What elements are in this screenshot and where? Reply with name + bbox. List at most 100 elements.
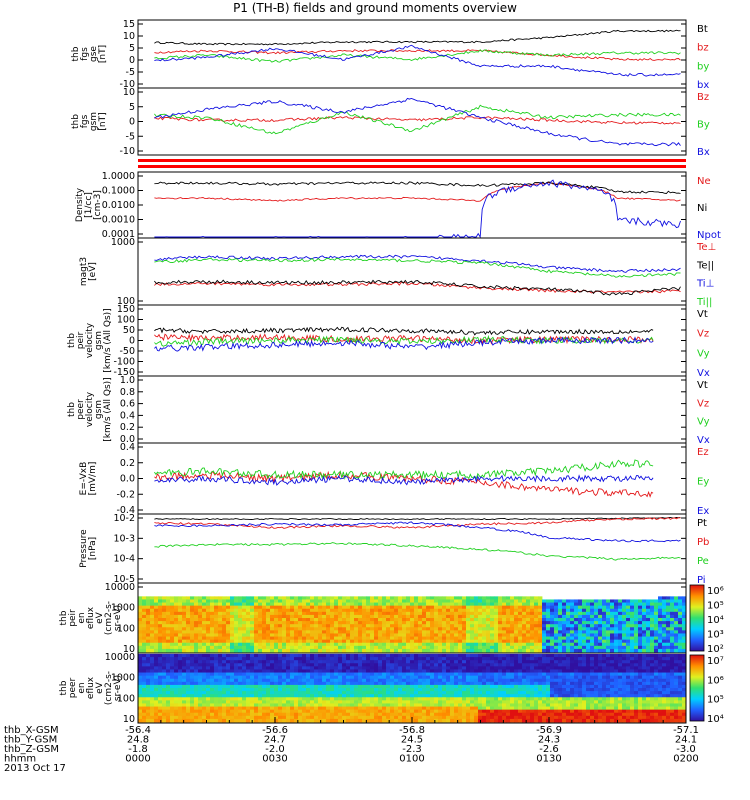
spec-cell [226, 599, 231, 603]
spec-cell [378, 599, 383, 603]
spec-cell [178, 596, 183, 600]
spec-cell [414, 694, 419, 698]
spec-cell [262, 648, 267, 653]
spec-cell [222, 642, 227, 647]
spec-cell [678, 599, 683, 603]
spec-cell [486, 684, 491, 689]
spec-cell [274, 706, 279, 711]
spec-cell [142, 611, 147, 616]
spec-cell [466, 618, 471, 622]
spec-cell [290, 669, 295, 673]
spec-cell [666, 639, 671, 644]
spec-cell [390, 608, 395, 613]
spec-cell [422, 691, 427, 695]
spec-cell [274, 694, 279, 698]
spec-cell [290, 648, 295, 653]
spec-cell [226, 633, 231, 637]
spec-cell [202, 605, 207, 610]
spec-cell [538, 654, 543, 658]
spec-cell [510, 660, 515, 664]
spec-cell [598, 636, 603, 641]
spec-cell [494, 648, 499, 653]
spec-cell [502, 602, 507, 607]
spec-cell [270, 614, 275, 619]
spec-cell [434, 639, 439, 644]
spec-cell [182, 602, 187, 607]
spec-cell [390, 624, 395, 628]
spec-cell [610, 605, 615, 610]
spec-cell [542, 681, 547, 686]
spec-cell [242, 672, 247, 677]
spec-cell [398, 636, 403, 641]
spec-cell [426, 633, 431, 637]
spec-cell [322, 694, 327, 698]
spec-cell [322, 681, 327, 686]
spec-cell [382, 718, 387, 723]
spec-cell [494, 672, 499, 677]
spec-cell [418, 611, 423, 616]
spec-cell [226, 657, 231, 661]
spec-cell [302, 633, 307, 637]
spec-cell [514, 639, 519, 644]
spec-cell [566, 605, 571, 610]
spec-cell [378, 663, 383, 667]
spec-cell [330, 700, 335, 704]
spec-cell [318, 660, 323, 664]
spec-cell [334, 709, 339, 714]
spec-cell [598, 624, 603, 628]
spec-cell [458, 614, 463, 619]
spec-cell [438, 639, 443, 644]
spec-cell [198, 681, 203, 686]
spec-cell [486, 672, 491, 677]
spec-cell [154, 624, 159, 628]
spec-cell [242, 611, 247, 616]
spec-cell [262, 712, 267, 717]
spec-cell [498, 669, 503, 673]
spec-cell [242, 639, 247, 644]
spec-cell [350, 596, 355, 600]
spec-cell [146, 675, 151, 680]
spec-cell [486, 657, 491, 661]
spec-cell [206, 654, 211, 658]
spec-cell [518, 672, 523, 677]
spec-cell [154, 697, 159, 701]
spec-cell [262, 669, 267, 673]
spec-cell [398, 697, 403, 701]
spec-cell [646, 645, 651, 650]
spec-cell [318, 624, 323, 628]
spec-cell [318, 697, 323, 701]
spec-cell [446, 618, 451, 622]
spec-cell [346, 599, 351, 603]
spec-cell [210, 642, 215, 647]
spec-cell [218, 666, 223, 670]
spec-cell [154, 596, 159, 600]
spec-cell [202, 614, 207, 619]
spec-cell [674, 602, 679, 607]
spec-cell [438, 709, 443, 714]
spec-cell [322, 712, 327, 717]
spec-cell [246, 611, 251, 616]
spec-cell [206, 675, 211, 680]
spec-cell [174, 666, 179, 670]
spec-cell [246, 706, 251, 711]
spec-cell [482, 633, 487, 637]
spec-cell [166, 715, 171, 720]
spec-cell [282, 648, 287, 653]
spec-cell [338, 688, 343, 692]
spec-cell [226, 688, 231, 692]
spec-cell [630, 618, 635, 622]
spec-cell [478, 654, 483, 658]
spec-cell [150, 657, 155, 661]
spec-cell [438, 645, 443, 650]
spec-cell [506, 608, 511, 613]
series-Te⊥ [154, 281, 681, 294]
spec-cell [446, 621, 451, 625]
spec-cell [310, 630, 315, 634]
spec-cell [470, 618, 475, 622]
spec-cell [186, 660, 191, 664]
spec-cell [418, 715, 423, 720]
spec-cell [266, 718, 271, 723]
spec-cell [214, 663, 219, 667]
spec-cell [530, 688, 535, 692]
spec-cell [534, 636, 539, 641]
